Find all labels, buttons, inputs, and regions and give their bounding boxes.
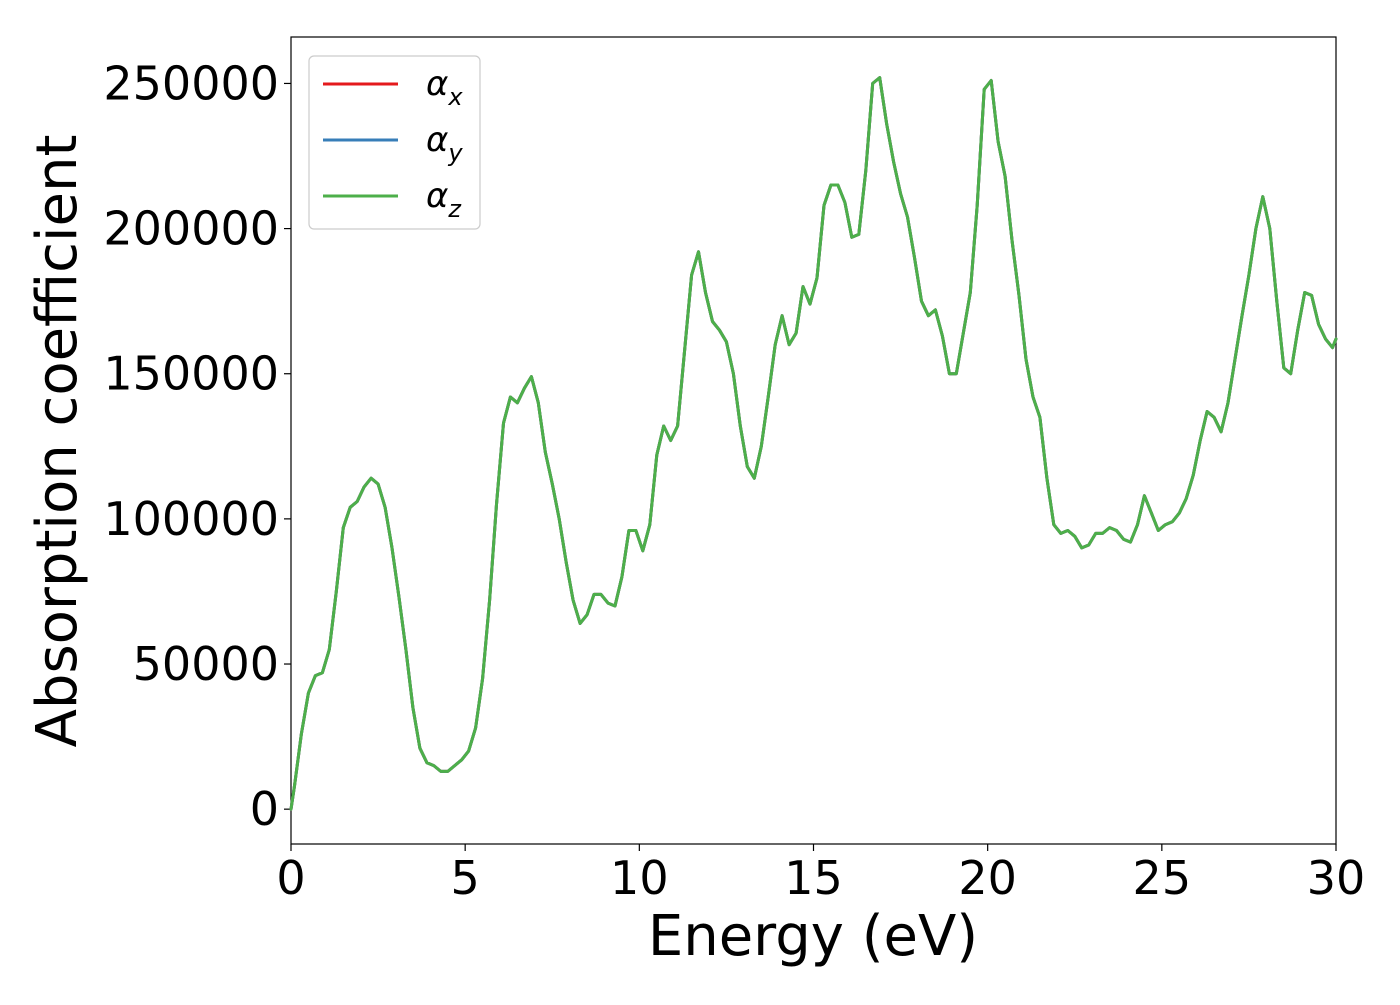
y-axis-ticks: 0 50000 100000 150000 200000 250000	[103, 56, 291, 836]
y-tick-label: 150000	[103, 347, 279, 401]
y-tick-label: 200000	[103, 202, 279, 256]
legend-label: αz	[426, 176, 462, 223]
x-axis-label: Energy (eV)	[648, 904, 978, 969]
legend-label: αy	[426, 120, 463, 167]
y-tick-label: 50000	[133, 637, 279, 691]
y-tick-label: 0	[250, 782, 279, 836]
x-tick-label: 15	[784, 851, 843, 905]
x-axis-ticks: 0 5 10 15 20 25 30	[276, 844, 1365, 905]
y-tick-label: 250000	[103, 56, 279, 110]
legend: αx αy αz	[308, 55, 481, 230]
x-tick-label: 0	[276, 851, 305, 905]
x-tick-label: 10	[610, 851, 669, 905]
legend-box	[308, 55, 481, 230]
y-tick-label: 100000	[103, 492, 279, 546]
series-line-3	[289, 76, 1338, 811]
legend-label: αx	[426, 64, 463, 111]
x-tick-label: 20	[958, 851, 1017, 905]
x-tick-label: 25	[1133, 851, 1192, 905]
series-lines	[289, 76, 1338, 811]
y-axis-label: Absorption coefficient	[25, 135, 90, 748]
x-tick-label: 5	[451, 851, 480, 905]
x-tick-label: 30	[1307, 851, 1366, 905]
